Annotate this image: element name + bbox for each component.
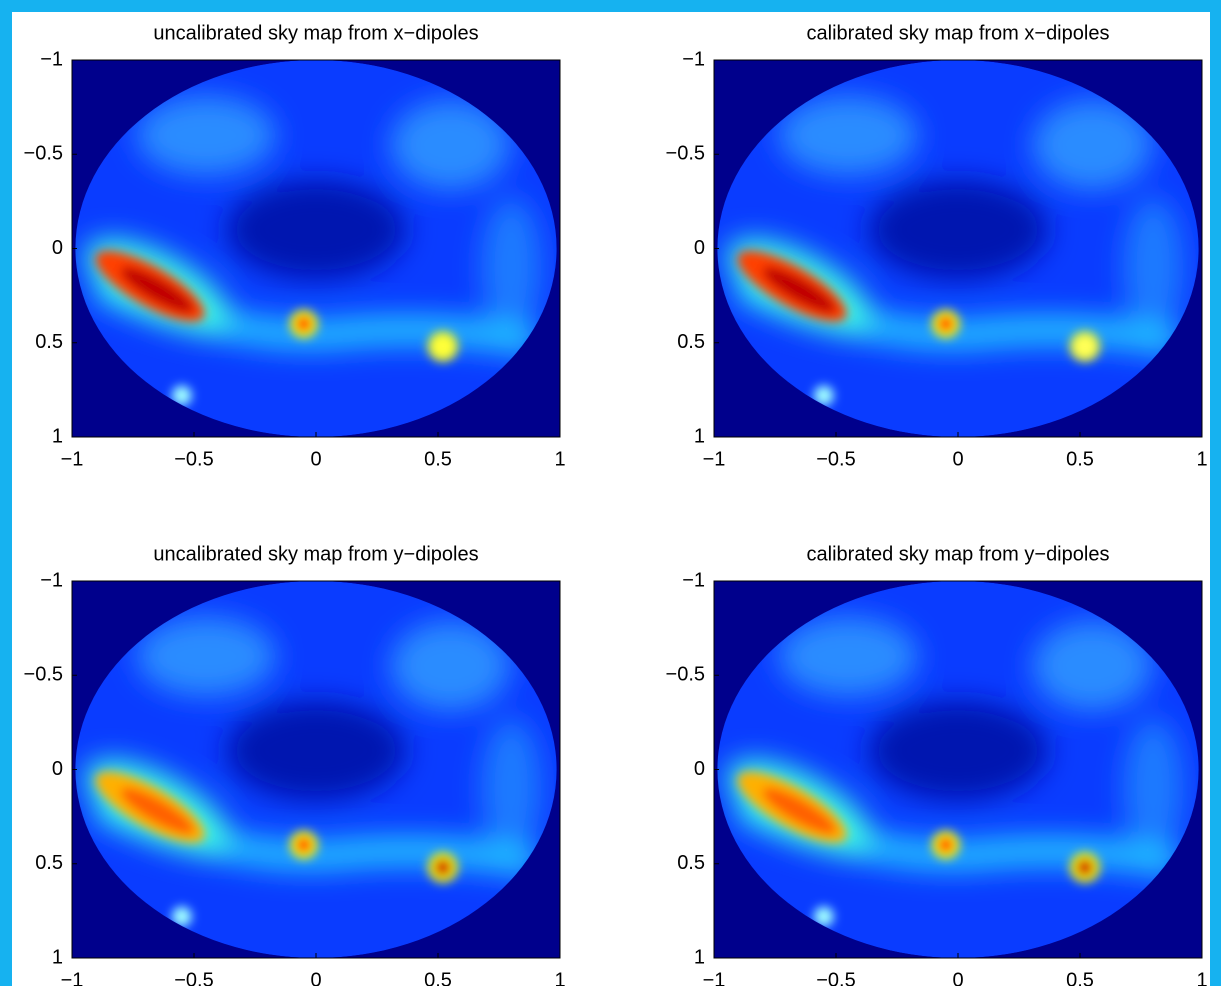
point-source xyxy=(813,906,834,927)
point-source xyxy=(1075,337,1094,356)
x-tick-label: −1 xyxy=(61,969,84,986)
x-tick-label: −1 xyxy=(61,448,84,470)
x-tick-label: 0 xyxy=(310,969,321,986)
y-tick-label: 0 xyxy=(52,237,63,259)
dark-region xyxy=(868,700,1048,801)
y-tick-label: 0.5 xyxy=(677,852,705,874)
sky-sources xyxy=(95,771,458,927)
faint-emission xyxy=(1032,620,1153,711)
sky-sources xyxy=(95,250,458,406)
point-source xyxy=(295,315,312,332)
y-tick-label: −0.5 xyxy=(666,664,705,686)
point-source xyxy=(937,836,954,853)
y-tick-label: 0.5 xyxy=(35,331,63,353)
x-tick-label: 0.5 xyxy=(424,969,452,986)
y-tick-label: 1 xyxy=(694,425,705,447)
point-source xyxy=(295,836,312,853)
sky-sources xyxy=(737,771,1100,927)
point-source xyxy=(937,315,954,332)
faint-emission xyxy=(778,616,919,697)
y-tick-label: −1 xyxy=(682,569,705,591)
y-tick-label: −1 xyxy=(40,48,63,70)
panel: calibrated sky map from y−dipoles −1 −0.5 0… xyxy=(666,543,1208,986)
y-tick-label: 0.5 xyxy=(35,852,63,874)
sky-map xyxy=(717,581,1199,958)
x-tick-label: 0 xyxy=(952,448,963,470)
y-tick-label: 1 xyxy=(52,946,63,968)
faint-emission xyxy=(481,718,542,859)
panel-title: uncalibrated sky map from y−dipoles xyxy=(153,543,478,565)
bright-core xyxy=(762,266,837,314)
y-tick-label: 1 xyxy=(694,946,705,968)
faint-emission xyxy=(481,197,542,338)
bright-core xyxy=(120,266,195,314)
x-tick-label: −1 xyxy=(703,448,726,470)
point-source xyxy=(1075,858,1094,877)
y-tick-label: −0.5 xyxy=(666,143,705,165)
x-tick-label: −0.5 xyxy=(816,969,855,986)
dark-region xyxy=(868,179,1048,280)
faint-emission xyxy=(136,616,277,697)
sky-sources xyxy=(737,250,1100,406)
y-tick-label: 0.5 xyxy=(677,331,705,353)
panel: calibrated sky map from x−dipoles −1 −0.5 0… xyxy=(666,22,1208,470)
dark-region xyxy=(226,179,406,280)
y-tick-label: 0 xyxy=(694,758,705,780)
panel-title: uncalibrated sky map from x−dipoles xyxy=(153,22,478,44)
sky-structure xyxy=(85,95,542,358)
faint-emission xyxy=(1123,718,1184,859)
panel-title: calibrated sky map from y−dipoles xyxy=(807,543,1110,565)
faint-emission xyxy=(390,620,511,711)
y-tick-label: 0 xyxy=(52,758,63,780)
y-tick-label: 1 xyxy=(52,425,63,447)
y-tick-label: −0.5 xyxy=(24,143,63,165)
faint-emission xyxy=(1032,99,1153,190)
sky-structure xyxy=(85,616,542,879)
bright-core xyxy=(120,787,195,835)
x-tick-label: −1 xyxy=(703,969,726,986)
x-tick-label: −0.5 xyxy=(174,969,213,986)
x-tick-label: 1 xyxy=(1196,448,1207,470)
x-tick-label: −0.5 xyxy=(816,448,855,470)
y-tick-label: 0 xyxy=(694,237,705,259)
bright-core xyxy=(762,787,837,835)
faint-emission xyxy=(390,99,511,190)
x-tick-label: 1 xyxy=(554,969,565,986)
x-tick-label: 0.5 xyxy=(1066,969,1094,986)
point-source xyxy=(433,858,452,877)
x-tick-label: 0.5 xyxy=(1066,448,1094,470)
dark-region xyxy=(226,700,406,801)
y-tick-label: −1 xyxy=(40,569,63,591)
x-tick-label: −0.5 xyxy=(174,448,213,470)
x-tick-label: 1 xyxy=(554,448,565,470)
panel: uncalibrated sky map from y−dipoles −1 −0.… xyxy=(24,543,566,986)
point-source xyxy=(813,385,834,406)
point-source xyxy=(171,906,192,927)
point-source xyxy=(171,385,192,406)
point-source xyxy=(433,337,452,356)
x-tick-label: 0 xyxy=(952,969,963,986)
sky-map xyxy=(75,60,557,437)
y-tick-label: −0.5 xyxy=(24,664,63,686)
sky-map xyxy=(717,60,1199,437)
x-tick-label: 0 xyxy=(310,448,321,470)
faint-emission xyxy=(136,95,277,176)
panel-title: calibrated sky map from x−dipoles xyxy=(807,22,1110,44)
sky-map xyxy=(75,581,557,958)
y-tick-label: −1 xyxy=(682,48,705,70)
faint-emission xyxy=(1123,197,1184,338)
faint-emission xyxy=(778,95,919,176)
x-tick-label: 0.5 xyxy=(424,448,452,470)
panel: uncalibrated sky map from x−dipoles −1 −0.… xyxy=(24,22,566,470)
x-tick-label: 1 xyxy=(1196,969,1207,986)
